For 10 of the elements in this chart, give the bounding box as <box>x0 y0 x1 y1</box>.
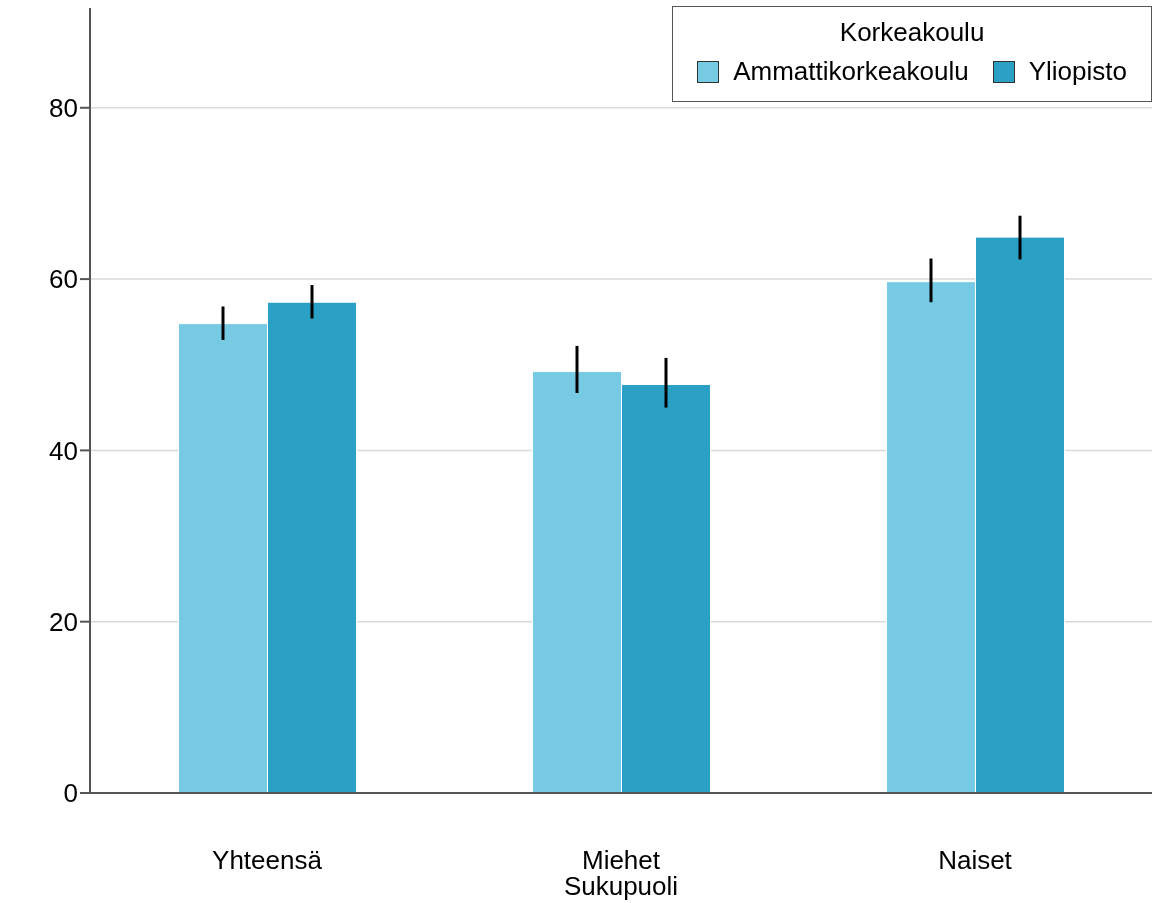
legend-title: Korkeakoulu <box>838 17 986 48</box>
y-tick-label: 0 <box>63 778 78 809</box>
y-tick-label: 20 <box>49 606 78 637</box>
y-tick-label: 80 <box>49 93 78 124</box>
x-tick-label: Yhteensä <box>212 845 323 876</box>
y-tick-label: 60 <box>49 264 78 295</box>
legend-label: Yliopisto <box>1028 56 1127 87</box>
y-tick-label: 40 <box>49 435 78 466</box>
x-tick-label: Naiset <box>938 845 1013 876</box>
legend-label: Ammattikorkeakoulu <box>733 56 969 87</box>
